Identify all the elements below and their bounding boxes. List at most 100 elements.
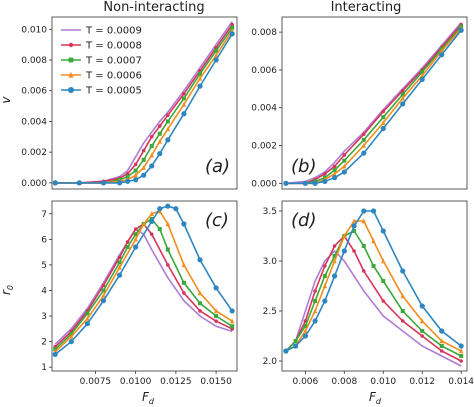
data-point — [420, 334, 425, 338]
data-point — [116, 180, 123, 186]
data-point — [133, 162, 138, 167]
data-point — [351, 223, 357, 229]
data-point — [125, 174, 130, 179]
data-point — [400, 319, 405, 323]
panel-a: 0.000 0.002 0.004 0.006 0.008 0.010 — [21, 16, 238, 190]
data-point — [116, 272, 123, 278]
data-point — [400, 293, 405, 299]
x-axis-label-fd-right-sub: d — [376, 397, 382, 406]
data-point — [230, 22, 234, 27]
data-point — [181, 111, 187, 117]
data-point — [166, 263, 170, 267]
data-point — [149, 232, 154, 237]
data-point — [302, 333, 308, 339]
data-point — [141, 221, 146, 227]
data-point — [133, 236, 138, 242]
data-point — [458, 343, 464, 349]
y-tick-label: 2.5 — [263, 307, 277, 317]
data-point — [133, 232, 138, 237]
data-point — [381, 120, 386, 126]
data-point — [420, 318, 425, 324]
data-point — [149, 218, 155, 225]
data-point — [459, 359, 463, 363]
y-tick-label: 4 — [41, 286, 47, 296]
data-point — [361, 150, 367, 156]
series-line-2 — [285, 234, 462, 362]
data-point — [141, 172, 147, 178]
legend-item: T = 0.0005 — [61, 86, 142, 97]
data-point — [84, 321, 90, 327]
data-point — [149, 163, 155, 169]
panel-d: 2.0 2.5 3.0 3.5 0.006 0.008 0.010 0.012 0.014 — [263, 200, 474, 387]
data-point — [361, 142, 366, 148]
legend-label: T = 0.0005 — [85, 86, 142, 97]
data-point — [283, 348, 289, 354]
data-point — [323, 172, 327, 176]
data-point — [149, 134, 154, 139]
panel-b: 0.000 0.002 0.004 0.006 0.008 — [251, 16, 468, 190]
y-axis-label-r0: r0 — [0, 285, 15, 295]
data-point — [458, 348, 464, 354]
data-point — [313, 299, 318, 303]
x-axis-label-fd-left-sub: d — [149, 397, 155, 406]
data-point — [101, 292, 106, 298]
series-line-4 — [54, 210, 233, 353]
y-axis-label-r0-sub: 0 — [6, 285, 15, 290]
panel-tag-a: (a) — [205, 156, 230, 177]
data-point — [381, 279, 386, 283]
data-point — [69, 333, 74, 339]
x-axis-label-fd-right: Fd — [369, 390, 382, 406]
data-point — [100, 180, 107, 186]
data-point — [283, 180, 289, 186]
data-point — [400, 88, 405, 93]
data-point — [342, 233, 347, 239]
data-point — [371, 264, 376, 268]
data-point — [230, 25, 235, 30]
y-tick-label: 2.0 — [263, 357, 278, 367]
data-point — [101, 288, 106, 293]
data-point — [381, 115, 386, 120]
legend-item: T = 0.0009 — [61, 26, 142, 37]
data-point — [332, 244, 337, 248]
x-tick-label: 0.014 — [448, 377, 474, 387]
data-point — [419, 303, 425, 309]
data-point — [125, 240, 130, 244]
data-point — [361, 218, 366, 224]
data-point — [400, 95, 405, 101]
y-tick-label: 2 — [41, 338, 47, 348]
data-point — [181, 262, 187, 268]
legend-item: T = 0.0008 — [61, 41, 142, 52]
y-axis-label-r0-main: r — [0, 289, 13, 295]
data-point — [181, 280, 186, 285]
legend: T = 0.0009 T = 0.0008 T = 0.0007 T = 0.0006… — [61, 26, 142, 97]
data-point — [230, 324, 235, 329]
legend-label: T = 0.0007 — [85, 56, 142, 67]
data-point — [439, 52, 445, 58]
y-tick-label: 0.006 — [251, 66, 277, 76]
legend-label: T = 0.0008 — [85, 41, 142, 52]
legend-item: T = 0.0006 — [61, 71, 142, 82]
data-point — [165, 203, 171, 209]
data-point — [439, 338, 444, 344]
data-point — [149, 144, 154, 148]
data-point — [420, 329, 425, 333]
data-point — [181, 221, 187, 227]
data-point — [419, 76, 425, 82]
series-line-2 — [54, 222, 233, 348]
data-point — [157, 227, 162, 232]
data-point — [133, 177, 139, 183]
data-point — [352, 249, 356, 253]
legend-marker — [68, 57, 74, 63]
x-axis-label-fd-left-main: F — [142, 390, 150, 404]
series-line-1 — [285, 22, 462, 185]
y-tick-label: 3.0 — [263, 257, 278, 267]
series-line-1 — [285, 249, 462, 367]
data-point — [322, 178, 328, 185]
data-point — [380, 228, 386, 234]
data-point — [125, 171, 130, 176]
data-point — [312, 308, 318, 314]
data-point — [361, 132, 366, 136]
data-point — [165, 126, 171, 132]
data-point — [400, 92, 405, 97]
